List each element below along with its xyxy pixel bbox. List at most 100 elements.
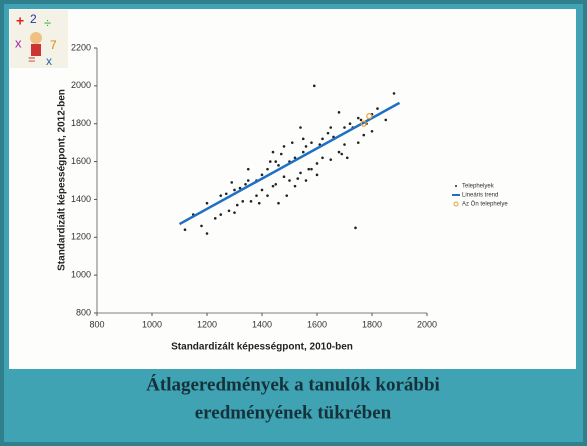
scatter-point	[345, 156, 349, 160]
scatter-point	[293, 156, 297, 160]
scatter-point	[299, 126, 302, 129]
logo-icon: + 2 ÷ x 7 = x	[10, 10, 68, 68]
scatter-point	[293, 184, 297, 188]
scatter-point	[241, 200, 245, 203]
scatter-point	[370, 129, 374, 133]
scatter-point	[315, 162, 319, 165]
trend-line	[178, 101, 401, 226]
scatter-point	[255, 194, 258, 197]
x-tick-label: 1000	[142, 319, 162, 329]
scatter-point	[310, 141, 313, 144]
scatter-point	[274, 160, 278, 163]
y-tick-label: 1000	[71, 270, 91, 280]
scatter-point	[246, 167, 250, 171]
y-tick-label: 1600	[71, 156, 91, 166]
x-tick-label: 2000	[417, 319, 437, 329]
x-tick-label: 800	[89, 319, 104, 329]
caption-line: Átlageredmények a tanulók korábbi	[146, 373, 440, 395]
scatter-point	[279, 152, 283, 156]
x-tick-label: 1200	[197, 319, 217, 329]
scatter-point	[183, 228, 187, 232]
scatter-point	[304, 179, 308, 182]
scatter-point	[362, 133, 366, 137]
scatter-point	[219, 194, 223, 197]
scatter-point	[343, 126, 346, 129]
scatter-point	[321, 156, 324, 160]
scatter-point	[348, 122, 352, 126]
scatter-point	[277, 201, 280, 205]
scatter-point	[282, 145, 286, 148]
scatter-point	[304, 145, 308, 148]
svg-text:+: +	[16, 13, 24, 29]
scatter-point	[233, 211, 236, 214]
scatter-point	[227, 209, 231, 213]
scatter-point	[200, 224, 203, 228]
scatter-point	[376, 107, 379, 110]
scatter-point	[288, 179, 291, 182]
y-tick-label: 1800	[71, 118, 91, 128]
scatter-point	[392, 92, 396, 95]
x-tick-label: 1600	[307, 319, 327, 329]
svg-text:=: =	[28, 51, 36, 66]
scatter-point	[271, 150, 275, 154]
y-tick-label: 2000	[71, 80, 91, 90]
y-tick-label: 800	[76, 307, 91, 317]
scatter-point	[312, 84, 316, 88]
scatter-point	[307, 167, 311, 171]
scatter-point	[260, 188, 264, 192]
scatter-point	[329, 158, 333, 161]
scatter-point	[238, 186, 242, 190]
scatter-point	[299, 171, 302, 175]
scatter-point	[205, 201, 209, 205]
scatter-point	[301, 150, 305, 154]
legend-label: Az Ön telephelye	[462, 201, 508, 208]
scatter-point	[329, 126, 333, 129]
scatter-point	[213, 217, 217, 220]
scatter-point	[257, 201, 261, 205]
legend-swatch	[455, 185, 457, 187]
scatter-point	[244, 182, 247, 186]
scatter-point	[260, 173, 264, 177]
scatter-point	[359, 118, 363, 122]
scatter-point	[326, 131, 330, 135]
svg-text:2: 2	[30, 12, 37, 26]
scatter-point	[230, 181, 234, 184]
y-tick-label: 1200	[71, 232, 91, 242]
scatter-point	[356, 116, 360, 120]
x-axis-label: Standardizált képességpont, 2010-ben	[171, 342, 353, 353]
caption-line: eredményének tükrében	[195, 402, 392, 423]
scatter-point	[235, 203, 239, 207]
scatter-point	[310, 167, 313, 171]
scatter-point	[266, 167, 269, 171]
scatter-point	[301, 137, 305, 141]
chart-panel	[9, 9, 576, 369]
scatter-point	[290, 141, 294, 144]
scatter-point	[249, 200, 253, 203]
y-tick-label: 1400	[71, 194, 91, 204]
y-axis-label: Standardizált képességpont, 2012-ben	[57, 89, 68, 271]
scatter-point	[271, 184, 275, 188]
scatter-point	[315, 173, 319, 177]
svg-text:x: x	[46, 54, 52, 68]
scatter-point	[274, 182, 278, 186]
scatter-point	[282, 175, 286, 179]
scatter-point	[321, 137, 324, 141]
legend-label: Telephelyek	[462, 184, 495, 190]
y-tick-label: 2200	[71, 42, 91, 52]
scatter-point	[337, 111, 341, 114]
legend-swatch	[453, 201, 459, 207]
scatter-point	[224, 192, 228, 196]
scatter-point	[219, 213, 223, 216]
scatter-point	[285, 194, 289, 197]
scatter-point	[360, 120, 367, 127]
scatter-point	[268, 160, 272, 163]
scatter-point	[343, 143, 346, 146]
scatter-point	[340, 152, 344, 156]
scatter-point	[366, 113, 373, 120]
scatter-point	[356, 141, 360, 144]
scatter-point	[296, 177, 300, 180]
scatter-point	[205, 232, 209, 235]
scatter-point	[233, 188, 236, 192]
scatter-point	[337, 150, 341, 154]
scatter-point	[246, 179, 250, 182]
